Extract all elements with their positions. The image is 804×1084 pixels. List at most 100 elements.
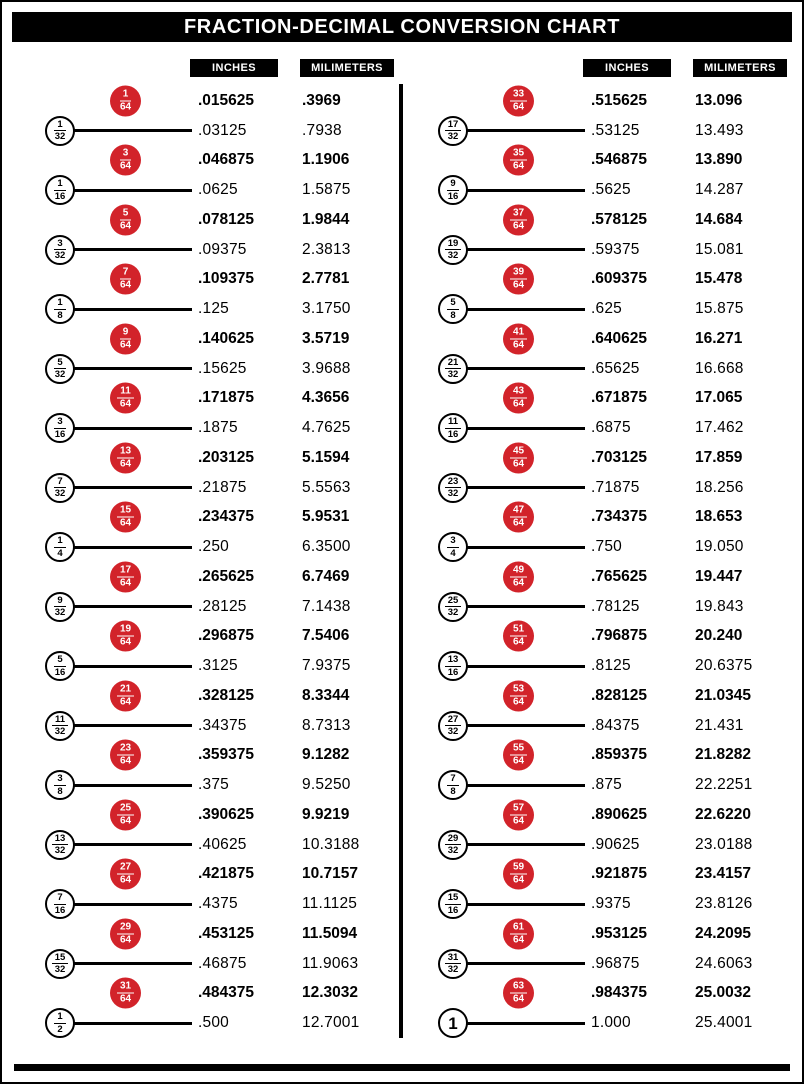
millimeters-header: MILIMETERS (300, 59, 394, 77)
fraction-numerator: 1 (448, 1013, 458, 1033)
fraction: 3 4 (447, 536, 459, 558)
fraction: 31 32 (444, 953, 462, 975)
fraction: 3 32 (54, 239, 66, 261)
fraction-numerator: 25 (116, 803, 135, 816)
fraction-badge: 13 32 (45, 829, 75, 860)
table-row: 35 64 .546875 13.890 (433, 144, 792, 176)
inches-value: 1.000 (591, 1014, 631, 1032)
fraction: 13 16 (444, 655, 462, 677)
fraction-area: 15 16 (433, 889, 585, 920)
fraction: 21 64 (116, 684, 135, 707)
fraction: 37 64 (509, 208, 528, 232)
mm-value: 10.3188 (302, 835, 360, 853)
mm-value: 17.462 (695, 419, 744, 437)
left-column-headers: INCHES MILIMETERS (40, 58, 399, 78)
mm-value: 15.875 (695, 300, 744, 318)
fraction: 9 32 (54, 596, 66, 618)
table-row: 3 4 .750 19.050 (433, 532, 792, 563)
fraction-numerator: 1 (54, 120, 66, 132)
fraction-area: 57 64 (433, 799, 583, 831)
table-row: 9 64 .140625 3.5719 (40, 323, 399, 355)
leader-line (62, 426, 192, 430)
fraction-denominator: 64 (512, 458, 525, 470)
fraction-area: 63 64 (433, 977, 583, 1009)
inches-value: .984375 (591, 984, 648, 1002)
fraction-badge: 29 32 (438, 829, 468, 860)
mm-value: 1.1906 (302, 151, 350, 169)
fraction-numerator: 7 (119, 267, 132, 280)
fraction-badge: 1 8 (45, 294, 75, 325)
fraction-badge: 37 64 (503, 204, 534, 236)
fraction: 19 64 (116, 624, 135, 648)
fraction-area: 49 64 (433, 561, 583, 593)
fraction-denominator: 8 (450, 785, 456, 797)
mm-value: 6.3500 (302, 538, 351, 556)
fraction-area: 7 16 (40, 889, 192, 920)
fraction-badge: 3 64 (110, 144, 141, 176)
inches-value: .859375 (591, 746, 648, 764)
leader-line (62, 367, 192, 371)
fraction-area: 3 32 (40, 234, 192, 265)
fraction: 43 64 (509, 386, 528, 410)
fraction-area: 31 64 (40, 977, 190, 1009)
fraction-badge: 15 16 (438, 889, 468, 920)
fraction-numerator: 5 (119, 208, 132, 221)
fraction-denominator: 64 (119, 339, 132, 351)
table-row: 21 32 .65625 16.668 (433, 353, 792, 384)
fraction-area: 1 16 (40, 175, 192, 206)
mm-value: .7938 (302, 121, 342, 139)
fraction-area: 9 16 (433, 175, 585, 206)
fraction-badge: 13 64 (110, 442, 141, 474)
fraction-area: 17 32 (433, 115, 585, 146)
fraction-area: 11 64 (40, 382, 190, 414)
fraction-denominator: 4 (57, 547, 63, 559)
fraction-badge: 43 64 (503, 382, 534, 414)
mm-value: 3.1750 (302, 300, 351, 318)
fraction-denominator: 64 (119, 279, 132, 291)
mm-value: 18.256 (695, 478, 744, 496)
fraction-area: 25 64 (40, 799, 190, 831)
mm-value: 21.8282 (695, 746, 752, 764)
fraction-numerator: 19 (116, 624, 135, 637)
fraction-badge: 9 64 (110, 323, 141, 355)
leader-line (62, 783, 192, 787)
fraction-area: 51 64 (433, 620, 583, 652)
fraction: 3 8 (54, 774, 66, 796)
leader-line (455, 188, 585, 192)
fraction-numerator: 21 (444, 358, 462, 370)
mm-value: 4.3656 (302, 389, 350, 407)
fraction-numerator: 9 (119, 327, 132, 340)
fraction-numerator: 17 (444, 120, 462, 132)
inches-value: .78125 (591, 597, 640, 615)
fraction-numerator: 3 (54, 774, 66, 786)
fraction-numerator: 47 (509, 505, 528, 518)
fraction-badge: 29 64 (110, 918, 141, 950)
leader-line (455, 664, 585, 668)
fraction-area: 61 64 (433, 918, 583, 950)
fraction-area: 45 64 (433, 442, 583, 474)
inches-value: .109375 (198, 270, 255, 288)
inches-value: .390625 (198, 805, 255, 823)
fraction-area: 37 64 (433, 204, 583, 236)
fraction-badge: 57 64 (503, 799, 534, 831)
table-row: 17 64 .265625 6.7469 (40, 561, 399, 593)
fraction-denominator: 64 (512, 220, 525, 232)
table-row: 1 32 .03125 .7938 (40, 115, 399, 146)
fraction-denominator: 32 (54, 726, 66, 738)
fraction: 11 16 (444, 417, 462, 440)
inches-value: .4375 (198, 895, 238, 913)
fraction: 13 32 (51, 834, 69, 856)
table-row: 61 64 .953125 24.2095 (433, 918, 792, 950)
fraction-numerator: 13 (116, 446, 135, 459)
fraction-denominator: 16 (447, 428, 459, 440)
fraction: 27 64 (116, 862, 135, 886)
fraction-area: 3 64 (40, 144, 190, 176)
fraction: 19 32 (444, 239, 462, 261)
fraction: 15 32 (51, 953, 69, 975)
fraction-denominator: 64 (119, 636, 132, 648)
mm-value: 17.065 (695, 389, 743, 407)
fraction-denominator: 16 (54, 428, 66, 440)
leader-line (62, 664, 192, 668)
leader-line (455, 724, 585, 728)
fraction-numerator: 7 (54, 893, 66, 905)
